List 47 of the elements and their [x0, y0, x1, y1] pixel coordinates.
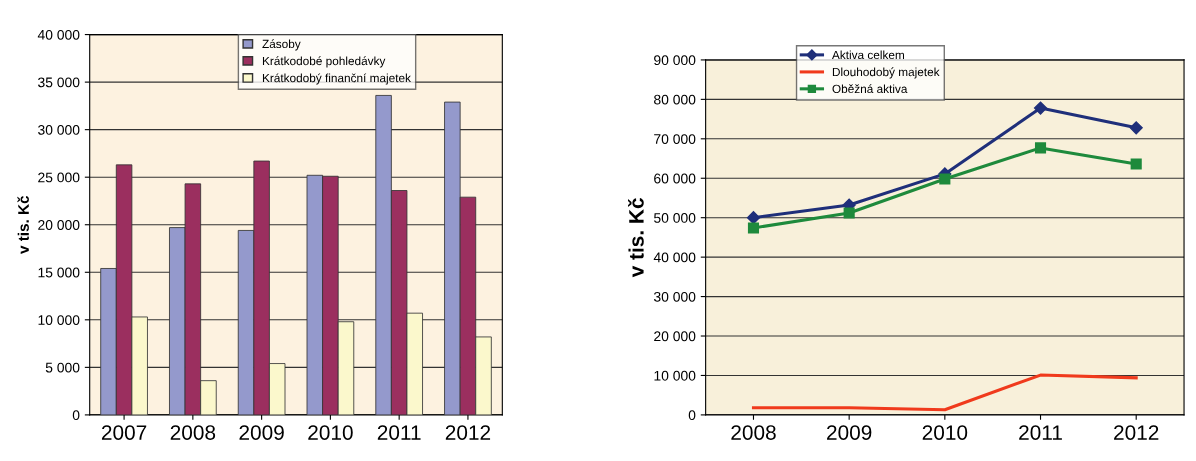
y-tick-label: 20 000	[654, 331, 696, 342]
x-tick-label: 2010	[308, 425, 353, 440]
y-tick-label: 60 000	[654, 173, 696, 184]
y-tick-label: 90 000	[654, 55, 696, 66]
y-tick-label: 0	[688, 410, 696, 421]
legend-label: Krátkodobé pohledávky	[262, 56, 386, 68]
y-tick-label: 70 000	[654, 134, 696, 144]
y-axis-title: v tis. Kč	[628, 198, 644, 278]
y-tick-label: 0	[72, 410, 80, 421]
y-tick-label: 50 000	[654, 213, 696, 223]
point	[1033, 101, 1048, 115]
y-tick-label: 80 000	[654, 94, 696, 105]
y-tick-label: 5 000	[45, 362, 80, 373]
legend-label: Aktiva celkem	[831, 50, 904, 60]
y-tick-label: 25 000	[38, 172, 80, 183]
x-tick-label: 2009	[239, 425, 284, 440]
y-axis-title: v tis. Kč	[17, 195, 29, 254]
x-tick-label: 2011	[1019, 425, 1062, 440]
point	[746, 211, 761, 225]
x-tick-label: 2012	[445, 425, 491, 440]
y-tick-label: 30 000	[38, 124, 80, 135]
y-tick-label: 10 000	[38, 315, 80, 325]
y-tick-label: 35 000	[38, 77, 80, 88]
legend-label: Krátkodobý finanční majetek	[262, 73, 411, 85]
point	[1129, 121, 1143, 135]
x-tick-label: 2011	[377, 425, 421, 440]
legend-label: Zásoby	[262, 39, 301, 51]
legend-label: Oběžná aktiva	[832, 84, 908, 94]
x-tick-label: 2008	[731, 425, 776, 440]
point	[1034, 142, 1047, 154]
line-series	[751, 373, 1138, 412]
point	[747, 222, 760, 234]
point	[843, 207, 855, 219]
y-tick-label: 30 000	[653, 291, 696, 302]
point	[1130, 158, 1142, 170]
x-tick-label: 2008	[170, 425, 216, 440]
y-tick-label: 10 000	[654, 370, 696, 381]
y-tick-label: 40 000	[653, 252, 696, 263]
y-tick-label: 40 000	[37, 29, 80, 40]
x-tick-label: 2009	[827, 425, 872, 440]
point	[939, 173, 951, 185]
y-tick-label: 20 000	[38, 220, 80, 230]
x-tick-label: 2007	[101, 425, 147, 440]
x-tick-label: 2012	[1114, 425, 1159, 440]
y-tick-label: 15 000	[38, 267, 80, 278]
legend-label: Dlouhodobý majetek	[832, 67, 940, 79]
x-tick-label: 2010	[922, 425, 968, 440]
